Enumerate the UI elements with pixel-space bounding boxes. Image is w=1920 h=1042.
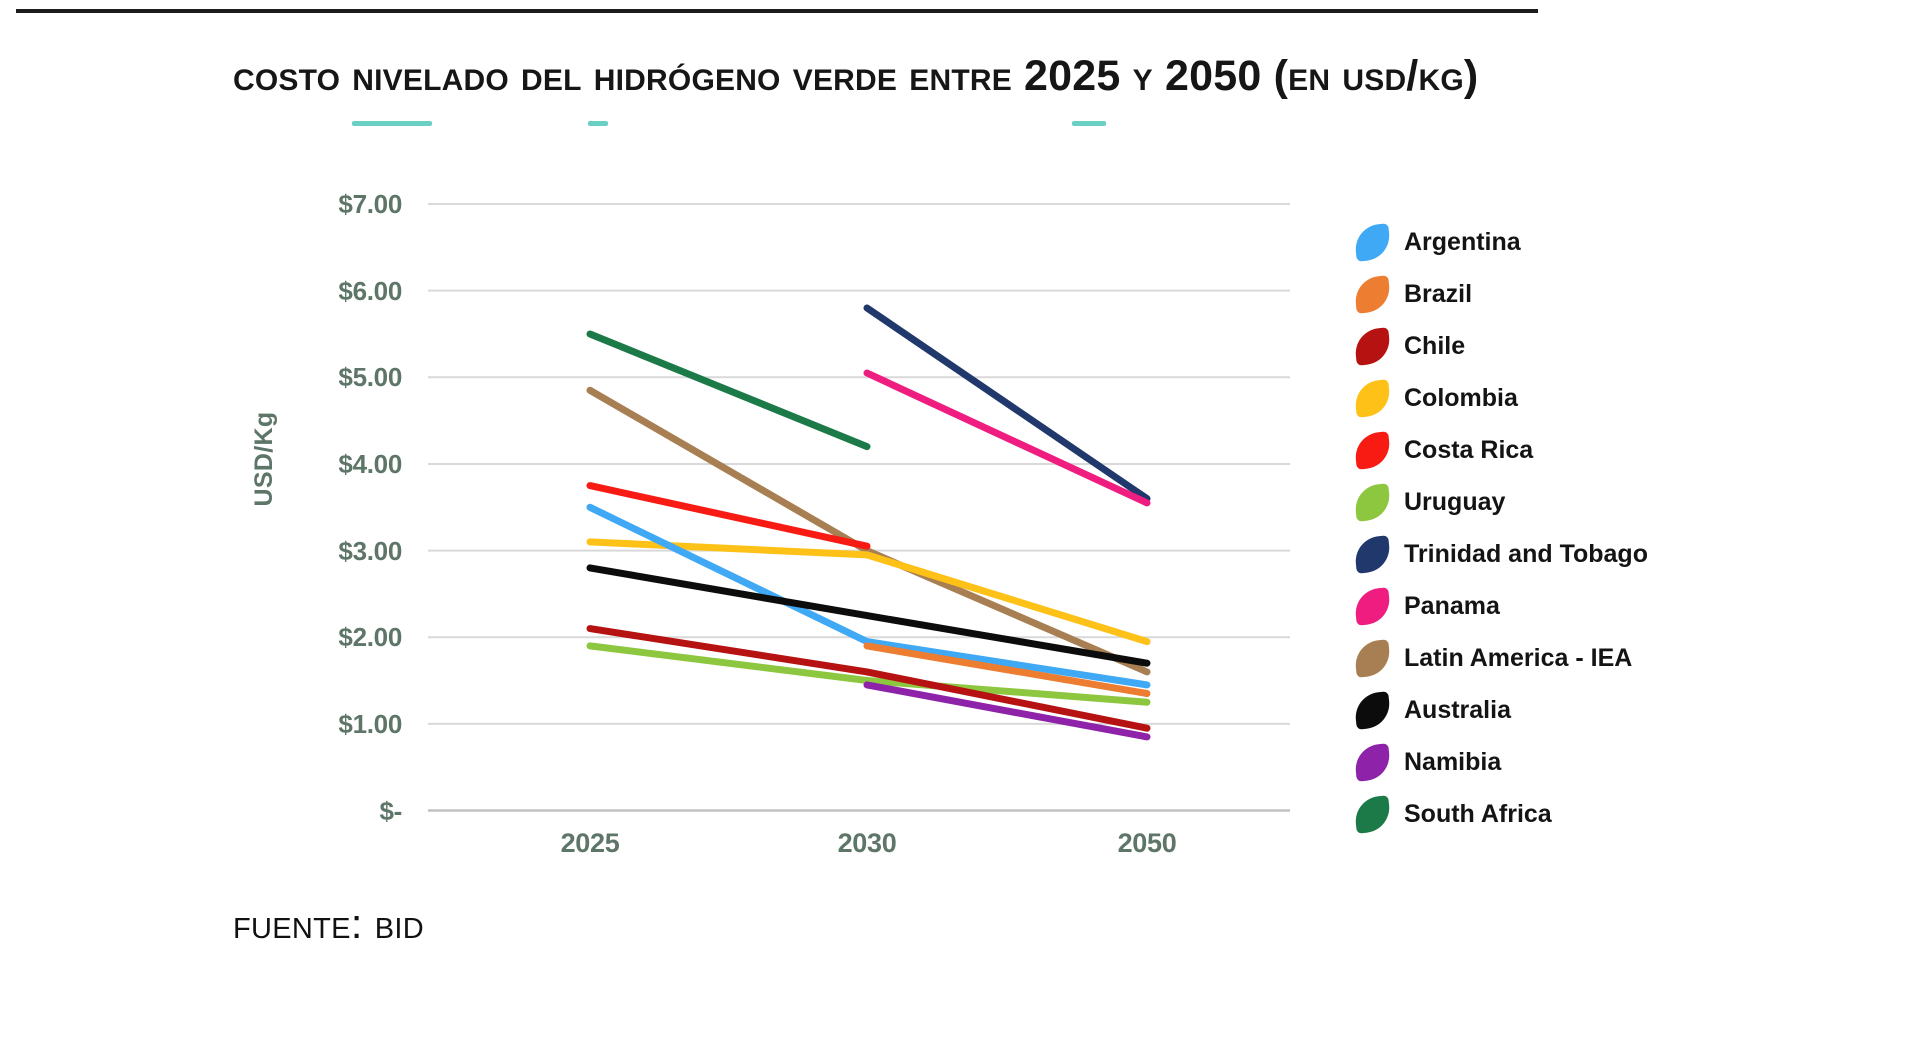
legend-item: Latin America - IEA (1353, 638, 1648, 678)
series-line-australia (586, 564, 1151, 667)
legend-item: Panama (1353, 586, 1648, 626)
legend-item: Australia (1353, 690, 1648, 730)
legend-item: Argentina (1353, 222, 1648, 262)
legend-leaf-swatch (1353, 430, 1392, 470)
legend-leaf-swatch (1353, 742, 1392, 782)
legend-label: Uruguay (1404, 487, 1506, 516)
legend-item: South Africa (1353, 794, 1648, 834)
y-tick-label: $3.00 (338, 535, 402, 566)
chart-title: Costo nivelado del hidrógeno verde entre… (233, 52, 1479, 100)
x-tick-label: 2050 (1117, 828, 1177, 858)
legend-leaf-swatch (1353, 794, 1392, 834)
legend-item: Namibia (1353, 742, 1648, 782)
legend-label: Costa Rica (1404, 435, 1534, 464)
legend-label: Australia (1404, 695, 1511, 724)
y-tick-label: $6.00 (338, 275, 402, 306)
legend-label: Trinidad and Tobago (1404, 539, 1648, 568)
legend-label: Panama (1404, 591, 1500, 620)
legend-item: Trinidad and Tobago (1353, 534, 1648, 574)
legend-leaf-swatch (1353, 326, 1392, 366)
legend-label: Namibia (1404, 747, 1502, 776)
series-line-panama (863, 369, 1151, 507)
series-line-costa-rica (586, 482, 871, 550)
title-underline-mark (588, 121, 608, 126)
series-line-chile (586, 625, 1151, 732)
source-text: Fuente: BID (233, 900, 424, 947)
legend-label: Brazil (1404, 279, 1473, 308)
legend-leaf-swatch (1353, 638, 1392, 678)
legend-leaf-swatch (1353, 586, 1392, 626)
legend-item: Brazil (1353, 274, 1648, 314)
legend-leaf-swatch (1353, 690, 1392, 730)
y-tick-label: $7.00 (338, 189, 402, 220)
series-line-south-africa (586, 330, 871, 451)
top-border-line (16, 9, 1538, 13)
title-underline-mark (352, 121, 432, 126)
series-line-trinidad-and-tobago (863, 304, 1151, 503)
legend-leaf-swatch (1353, 378, 1392, 418)
legend-label: Argentina (1404, 227, 1521, 256)
y-tick-label: $1.00 (338, 708, 402, 739)
x-tick-label: 2025 (560, 828, 620, 858)
x-tick-label: 2030 (837, 828, 897, 858)
legend-label: South Africa (1404, 799, 1552, 828)
series-line-uruguay (586, 642, 1151, 706)
series-line-brazil (863, 642, 1151, 697)
legend-leaf-swatch (1353, 534, 1392, 574)
y-tick-label: $5.00 (338, 362, 402, 393)
y-tick-label: $2.00 (338, 622, 402, 653)
legend-item: Colombia (1353, 378, 1648, 418)
y-tick-label: $- (379, 795, 402, 826)
legend-item: Costa Rica (1353, 430, 1648, 470)
series-line-colombia (586, 538, 1151, 646)
legend-leaf-swatch (1353, 482, 1392, 522)
series-line-argentina (586, 503, 1151, 689)
legend-label: Colombia (1404, 383, 1518, 412)
series-line-namibia (863, 681, 1151, 741)
legend-label: Chile (1404, 331, 1466, 360)
chart-legend: Argentina Brazil Chile Colombia Costa Rica Ur… (1353, 222, 1648, 834)
legend-label: Latin America - IEA (1404, 643, 1633, 672)
title-underline-mark (1072, 121, 1106, 126)
legend-item: Uruguay (1353, 482, 1648, 522)
legend-leaf-swatch (1353, 274, 1392, 314)
y-tick-label: $4.00 (338, 448, 402, 479)
series-line-latin-america-iea (586, 386, 1151, 676)
legend-leaf-swatch (1353, 222, 1392, 262)
legend-item: Chile (1353, 326, 1648, 366)
